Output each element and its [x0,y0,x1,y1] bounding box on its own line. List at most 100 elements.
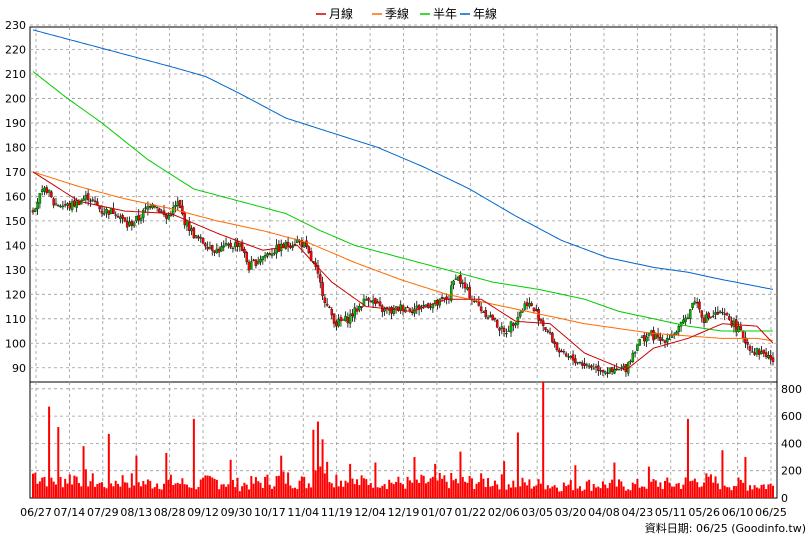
volume-bar [716,483,719,498]
volume-bar [183,484,186,498]
volume-bar [326,461,329,498]
volume-bar [151,488,154,498]
volume-bar [703,482,706,498]
volume-bar [454,478,457,498]
candle-down [178,199,182,208]
volume-bar [137,482,140,498]
candle-up [705,314,708,323]
volume-bar [762,484,765,498]
candle-down [663,340,667,343]
candle-up [599,370,602,372]
volume-bar [408,480,411,498]
volume-bar [682,484,685,498]
volume-bar [735,486,738,498]
candle-down [564,353,568,357]
volume-bar [36,483,39,498]
candle-up [594,366,598,368]
volume-bar [234,487,237,498]
candle-up [190,228,193,232]
candle-down [771,357,775,362]
candle-up [337,319,340,327]
volume-bar [553,485,556,498]
volume-bar [206,475,209,498]
x-tick-label: 04/23 [622,506,654,519]
volume-bar [376,487,379,498]
candle-down [93,200,97,202]
volume-bar [48,406,51,498]
volume-bar [496,484,499,498]
volume-bar [287,472,290,498]
volume-bar [349,463,352,498]
volume-bar [190,487,193,498]
candle-up [142,209,145,218]
volume-bar [581,490,584,498]
volume-bar [542,382,545,498]
volume-bar [395,481,398,498]
volume-bar [119,486,122,498]
volume-bar [254,477,257,498]
volume-bar [753,485,756,498]
volume-bar [680,488,683,498]
candle-down [555,342,559,351]
volume-bar [650,481,653,498]
candle-down [698,301,701,310]
candle-up [155,206,159,209]
candle-down [355,308,359,312]
volume-bar [422,475,425,498]
volume-bar [514,487,517,498]
volume-bar [257,481,260,498]
volume-bar [153,487,156,498]
candle-up [422,305,425,307]
volume-bar [126,482,129,498]
volume-bar [231,479,234,498]
volume-bar [353,483,356,498]
volume-bar [64,478,67,498]
x-tick-label: 07/29 [87,506,119,519]
candle-up [132,222,136,227]
volume-bar [583,489,586,498]
candle-down [121,215,124,219]
candle-down [643,335,646,342]
candle-down [484,310,487,318]
x-tick-label: 10/17 [254,506,286,519]
volume-bar [310,487,313,498]
volume-bar [641,486,644,498]
volume-bar [595,487,598,498]
volume-bar [176,482,179,498]
volume-bar [521,477,524,498]
candle-up [450,285,453,301]
volume-bar [392,484,395,498]
candle-down [247,261,251,271]
candle-up [250,261,253,270]
candle-down [236,241,239,247]
candle-up [732,320,736,328]
candle-up [364,299,368,301]
volume-bar [358,485,361,498]
candle-up [102,213,106,215]
candle-up [82,198,85,201]
volume-bar [77,483,80,498]
candle-down [123,217,127,222]
price-tick-label: 120 [5,288,26,301]
volume-bar [103,487,106,498]
candle-down [764,352,768,357]
volume-bar [227,484,230,498]
volume-bar [466,482,469,498]
candle-down [535,309,538,312]
candle-up [507,330,510,332]
volume-bar [303,476,306,498]
candle-up [176,201,180,206]
volume-bar [413,457,416,498]
volume-bar [760,484,763,498]
candle-up [273,252,276,255]
volume-bar [330,483,333,498]
candle-up [61,205,65,208]
volume-bar [539,483,542,498]
volume-bar [523,482,526,498]
volume-bar [344,480,347,498]
volume-bar [321,439,324,498]
volume-bar [723,485,726,498]
candle-up [399,304,402,311]
candle-down [553,341,556,345]
